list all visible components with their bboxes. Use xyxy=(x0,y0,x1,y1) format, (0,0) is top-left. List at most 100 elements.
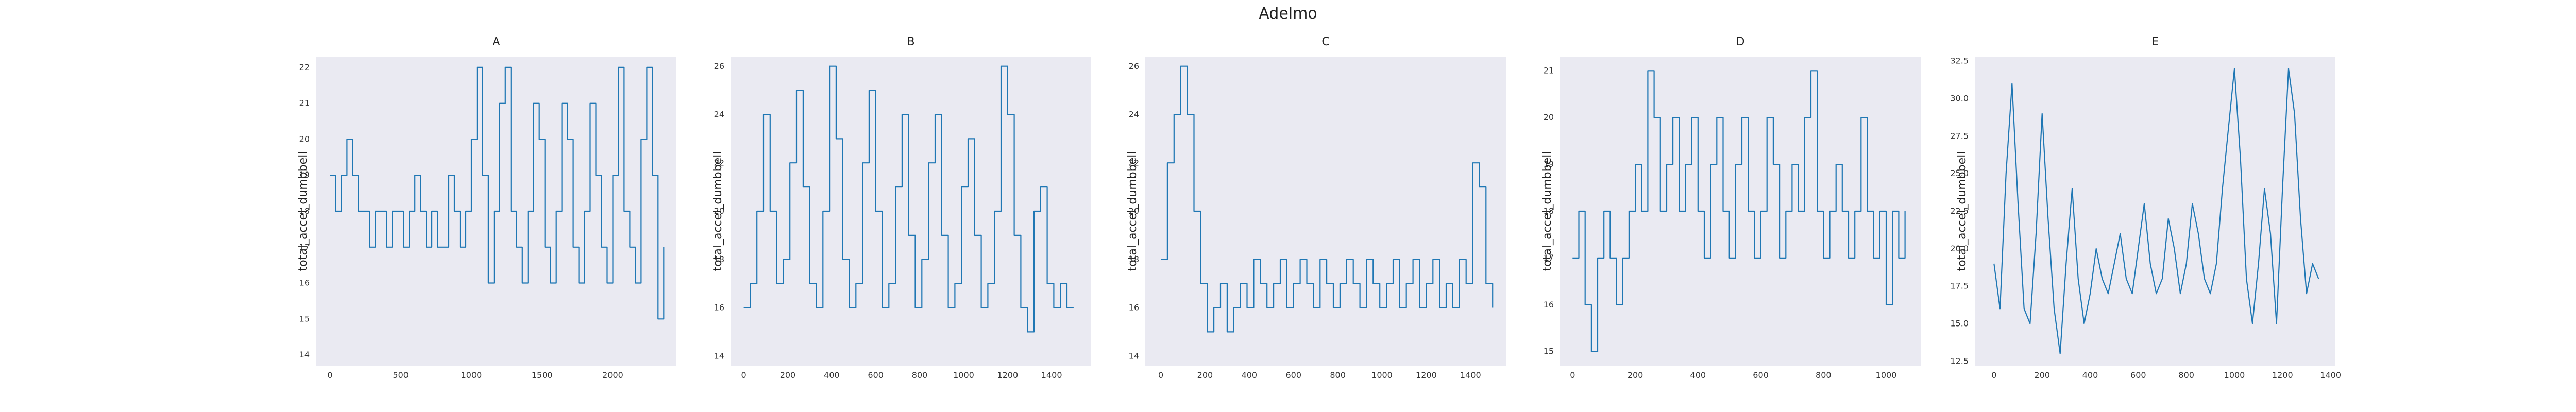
x-tick-label: 0 xyxy=(741,370,747,380)
x-tick-label: 600 xyxy=(1753,370,1769,380)
y-tick-label: 16 xyxy=(1544,300,1554,310)
y-tick-label: 17 xyxy=(299,242,310,252)
y-tick-label: 15.0 xyxy=(1950,318,1969,328)
x-tick-label: 1400 xyxy=(1041,370,1062,380)
x-tick-label: 1400 xyxy=(1460,370,1481,380)
x-tick-label: 800 xyxy=(1330,370,1346,380)
plot-area xyxy=(731,57,1091,366)
y-tick-label: 30.0 xyxy=(1950,94,1969,104)
y-tick-label: 22 xyxy=(299,62,310,72)
y-tick-label: 14 xyxy=(299,350,310,359)
x-tick-label: 1200 xyxy=(997,370,1018,380)
y-tick-label: 22.5 xyxy=(1950,206,1969,216)
panel-title: D xyxy=(1736,36,1745,48)
x-tick-label: 200 xyxy=(780,370,796,380)
y-tick-label: 16 xyxy=(714,303,724,313)
panel-title: A xyxy=(492,36,500,48)
series-line xyxy=(743,65,1074,333)
y-tick-label: 22 xyxy=(714,158,724,167)
figure-title: Adelmo xyxy=(1259,5,1317,23)
y-tick-label: 20 xyxy=(299,134,310,144)
x-tick-label: 0 xyxy=(327,370,332,380)
x-tick-label: 200 xyxy=(1628,370,1643,380)
y-tick-label: 15 xyxy=(1544,347,1554,356)
x-tick-label: 800 xyxy=(2178,370,2194,380)
x-tick-label: 0 xyxy=(1158,370,1163,380)
x-tick-label: 600 xyxy=(868,370,884,380)
y-axis-label: total_accel_dumbbell xyxy=(1956,151,1969,271)
panel-title: B xyxy=(907,36,914,48)
y-tick-label: 18 xyxy=(1544,206,1554,216)
series-line xyxy=(330,66,665,320)
x-tick-label: 1400 xyxy=(2320,370,2341,380)
panel-title: C xyxy=(1321,36,1329,48)
x-tick-label: 1200 xyxy=(2272,370,2293,380)
y-tick-label: 21 xyxy=(1544,65,1554,75)
x-tick-label: 0 xyxy=(1991,370,1996,380)
chart-panel-e: E total_accel_dumbbell 0 200 400 600 800 1000… xyxy=(1950,36,2341,380)
y-tick-label: 32.5 xyxy=(1950,56,1969,66)
x-tick-label: 500 xyxy=(393,370,409,380)
y-tick-label: 19 xyxy=(1544,159,1554,169)
y-tick-label: 17 xyxy=(1544,253,1554,263)
y-tick-label: 18 xyxy=(714,254,724,264)
x-tick-label: 400 xyxy=(824,370,840,380)
panel-title: E xyxy=(2151,36,2159,48)
x-tick-label: 1000 xyxy=(953,370,974,380)
chart-panel-d: D total_accel_dumbbell 0 200 400 600 800 1000… xyxy=(1541,36,1921,380)
series-line xyxy=(1993,68,2319,354)
x-tick-label: 2000 xyxy=(602,370,623,380)
y-tick-label: 17.5 xyxy=(1950,281,1969,291)
y-tick-label: 24 xyxy=(1129,110,1139,119)
y-tick-label: 19 xyxy=(299,170,310,180)
y-tick-label: 12.5 xyxy=(1950,356,1969,366)
x-tick-label: 200 xyxy=(2034,370,2050,380)
y-axis-label: total_accel_dumbbell xyxy=(297,151,310,271)
plot-area xyxy=(1145,57,1506,366)
x-tick-label: 600 xyxy=(1285,370,1301,380)
x-tick-label: 800 xyxy=(1816,370,1832,380)
x-tick-label: 1000 xyxy=(1876,370,1897,380)
x-tick-label: 1500 xyxy=(532,370,553,380)
series-line xyxy=(1161,65,1494,333)
y-tick-label: 22 xyxy=(1129,158,1139,167)
y-tick-label: 16 xyxy=(1129,303,1139,313)
series-line xyxy=(1572,70,1906,352)
y-tick-label: 20.0 xyxy=(1950,244,1969,253)
y-tick-label: 14 xyxy=(714,351,724,360)
y-tick-label: 24 xyxy=(714,110,724,119)
y-tick-label: 18 xyxy=(1129,254,1139,264)
x-tick-label: 400 xyxy=(1242,370,1258,380)
y-tick-label: 27.5 xyxy=(1950,131,1969,141)
y-tick-label: 15 xyxy=(299,314,310,323)
chart-panel-c: C total_accel_dumbbell 0 200 400 600 800 1000… xyxy=(1126,36,1506,380)
x-tick-label: 0 xyxy=(1570,370,1575,380)
chart-panel-b: B total_accel_dumbbell 0 200 400 600 800 1000… xyxy=(711,36,1091,380)
plot-area xyxy=(1975,57,2335,366)
x-tick-label: 200 xyxy=(1197,370,1213,380)
y-tick-label: 21 xyxy=(299,98,310,108)
plot-area xyxy=(1560,57,1921,366)
x-tick-label: 400 xyxy=(1690,370,1706,380)
y-tick-label: 18 xyxy=(299,206,310,216)
y-tick-label: 26 xyxy=(1129,61,1139,71)
y-tick-label: 20 xyxy=(714,206,724,216)
x-tick-label: 600 xyxy=(2130,370,2146,380)
x-tick-label: 1200 xyxy=(1416,370,1437,380)
x-tick-label: 1000 xyxy=(461,370,482,380)
y-axis-label: total_accel_dumbbell xyxy=(711,151,724,271)
x-tick-label: 400 xyxy=(2082,370,2098,380)
x-tick-label: 800 xyxy=(912,370,928,380)
y-tick-label: 14 xyxy=(1129,351,1139,360)
y-tick-label: 20 xyxy=(1129,206,1139,216)
y-tick-label: 16 xyxy=(299,278,310,288)
chart-panel-a: A total_accel_dumbbell 0 500 1000 1500 2000 1… xyxy=(297,36,676,380)
y-axis-label: total_accel_dumbbell xyxy=(1126,151,1139,271)
y-tick-label: 25.0 xyxy=(1950,168,1969,178)
y-tick-label: 26 xyxy=(714,61,724,71)
x-tick-label: 1000 xyxy=(1371,370,1393,380)
x-tick-label: 1000 xyxy=(2224,370,2245,380)
y-axis-label: total_accel_dumbbell xyxy=(1541,151,1554,271)
y-tick-label: 20 xyxy=(1544,112,1554,122)
